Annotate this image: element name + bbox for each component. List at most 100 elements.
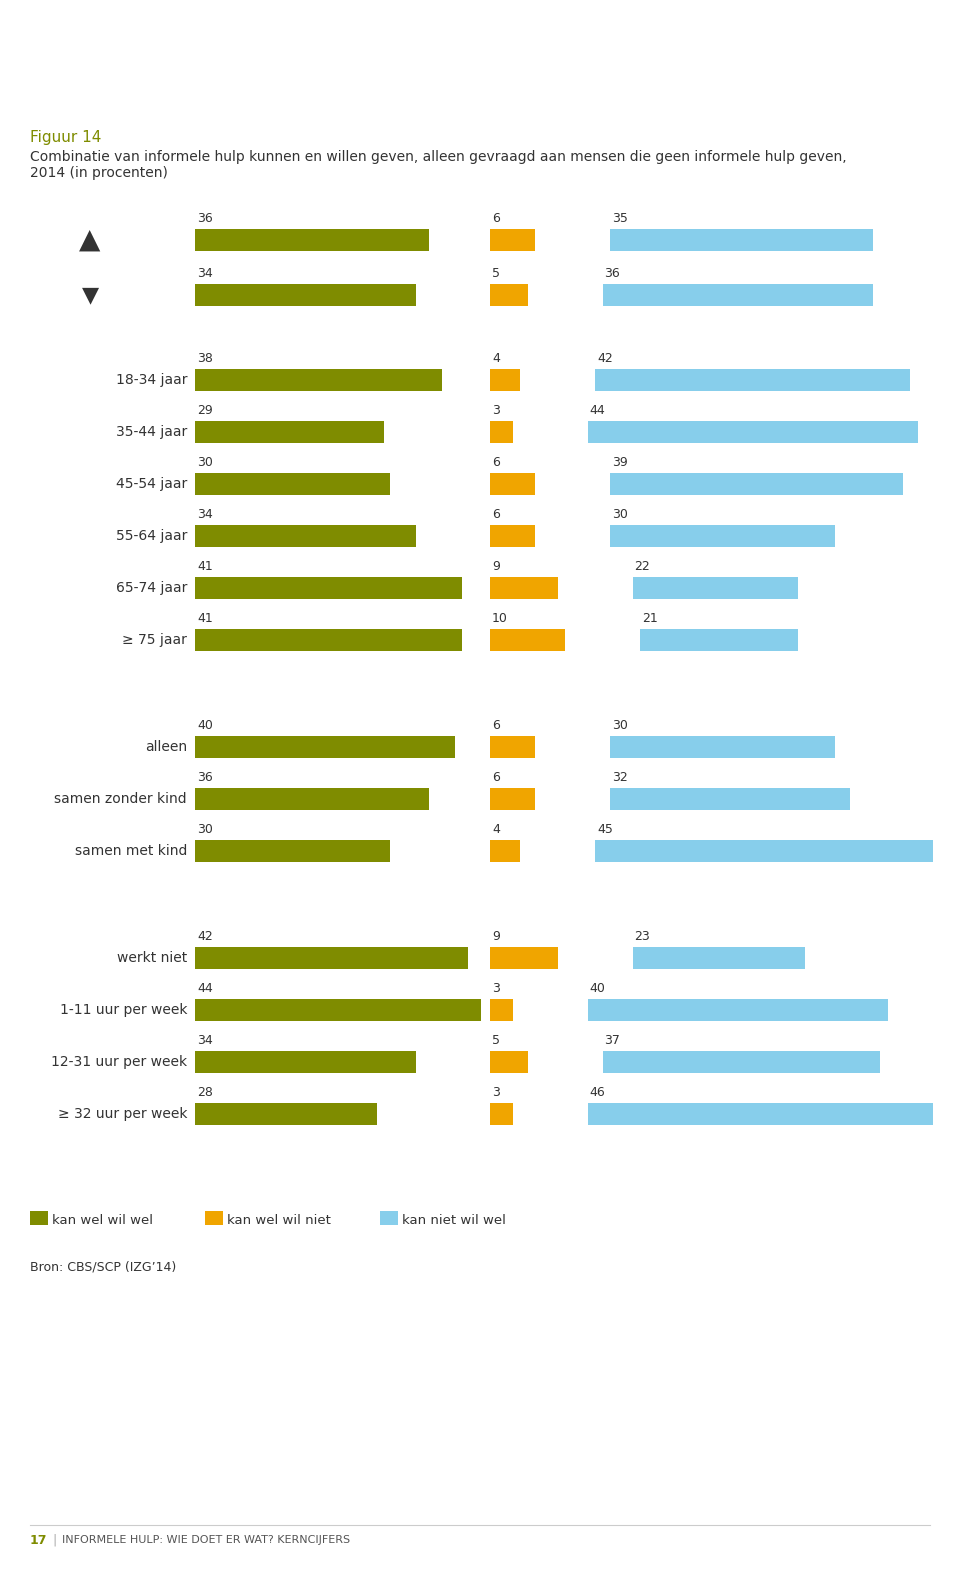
Bar [490,736,535,758]
Text: 30: 30 [612,508,628,521]
Text: Combinatie van informele hulp kunnen en willen geven, alleen gevraagd aan mensen: Combinatie van informele hulp kunnen en … [30,150,847,180]
Text: 1-11 uur per week: 1-11 uur per week [60,1004,187,1016]
Bar [490,473,535,495]
Bar [490,947,558,969]
Bar [195,576,462,598]
Text: 41: 41 [197,560,213,573]
Text: 4: 4 [492,823,500,836]
Bar [490,230,535,252]
Text: samen zonder kind: samen zonder kind [55,792,187,806]
Text: |: | [52,1534,57,1547]
Text: 9: 9 [492,929,500,943]
Text: 36: 36 [197,771,213,784]
Text: 34: 34 [197,268,213,280]
Text: 30: 30 [612,719,628,731]
Bar [205,1211,223,1225]
Text: 41: 41 [197,613,213,625]
Bar [490,421,513,443]
Text: INFORMELE HULP: WIE DOET ER WAT? KERNCIJFERS: INFORMELE HULP: WIE DOET ER WAT? KERNCIJ… [62,1536,350,1545]
Text: 30: 30 [197,823,213,836]
Bar [588,999,887,1021]
Text: 17: 17 [30,1534,47,1547]
Text: Figuur 14: Figuur 14 [30,130,102,146]
Text: samen met kind: samen met kind [75,844,187,858]
Bar [610,230,873,252]
Bar [490,1051,527,1073]
Text: 18-34 jaar: 18-34 jaar [115,374,187,386]
Text: 6: 6 [492,771,500,784]
Text: 34: 34 [197,508,213,521]
Bar [195,1103,377,1126]
Bar [490,1103,513,1126]
Text: 22: 22 [635,560,650,573]
Bar [490,576,558,598]
Bar [30,1211,48,1225]
Text: 34: 34 [197,1034,213,1046]
Bar [610,473,902,495]
Text: 6: 6 [492,508,500,521]
Bar [633,576,798,598]
Text: alleen: alleen [145,739,187,754]
Bar [195,628,462,651]
Bar [490,999,513,1021]
Text: kan wel wil wel: kan wel wil wel [52,1214,153,1227]
Bar [490,788,535,810]
Text: ≥ 32 uur per week: ≥ 32 uur per week [58,1107,187,1121]
Bar [380,1211,398,1225]
Text: 36: 36 [197,212,213,225]
Text: 5: 5 [492,1034,500,1046]
Text: 39: 39 [612,456,628,469]
Text: 29: 29 [197,404,213,416]
Text: 6: 6 [492,719,500,731]
Bar [195,369,442,391]
Bar [490,283,527,306]
Bar [195,526,416,548]
Text: 3: 3 [492,404,500,416]
Bar [588,421,918,443]
Text: 3: 3 [492,981,500,996]
Bar [610,736,835,758]
Bar [610,788,850,810]
Text: 12-31 uur per week: 12-31 uur per week [51,1054,187,1069]
Text: 38: 38 [197,351,213,366]
Text: 35-44 jaar: 35-44 jaar [116,424,187,438]
Text: Bron: CBS/SCP (IZG’14): Bron: CBS/SCP (IZG’14) [30,1262,177,1274]
Text: kan niet wil wel: kan niet wil wel [402,1214,506,1227]
Text: 42: 42 [197,929,213,943]
Text: 6: 6 [492,212,500,225]
Text: ≥ 75 jaar: ≥ 75 jaar [122,633,187,647]
Text: 10: 10 [492,613,508,625]
Bar [633,947,805,969]
Text: werkt niet: werkt niet [117,951,187,966]
Bar [490,628,565,651]
Text: 55-64 jaar: 55-64 jaar [115,529,187,543]
Text: ▼: ▼ [82,285,99,306]
Text: 40: 40 [197,719,213,731]
Bar [195,841,390,863]
Bar [610,526,835,548]
Text: 28: 28 [197,1086,213,1099]
Bar [195,947,468,969]
Text: 65-74 jaar: 65-74 jaar [115,581,187,595]
Bar [603,1051,880,1073]
Bar [195,230,429,252]
Bar [490,369,520,391]
Text: 37: 37 [605,1034,620,1046]
Bar [195,999,481,1021]
Text: 21: 21 [642,613,658,625]
Text: 35: 35 [612,212,628,225]
Text: 9: 9 [492,560,500,573]
Bar [595,369,910,391]
Text: 30: 30 [197,456,213,469]
Bar [195,283,416,306]
Bar [595,841,932,863]
Text: 45-54 jaar: 45-54 jaar [116,476,187,491]
Text: 44: 44 [197,981,213,996]
Text: 36: 36 [605,268,620,280]
Text: 6: 6 [492,456,500,469]
Bar [588,1103,932,1126]
Bar [603,283,873,306]
Text: 32: 32 [612,771,628,784]
Text: 40: 40 [589,981,606,996]
Text: 4: 4 [492,351,500,366]
